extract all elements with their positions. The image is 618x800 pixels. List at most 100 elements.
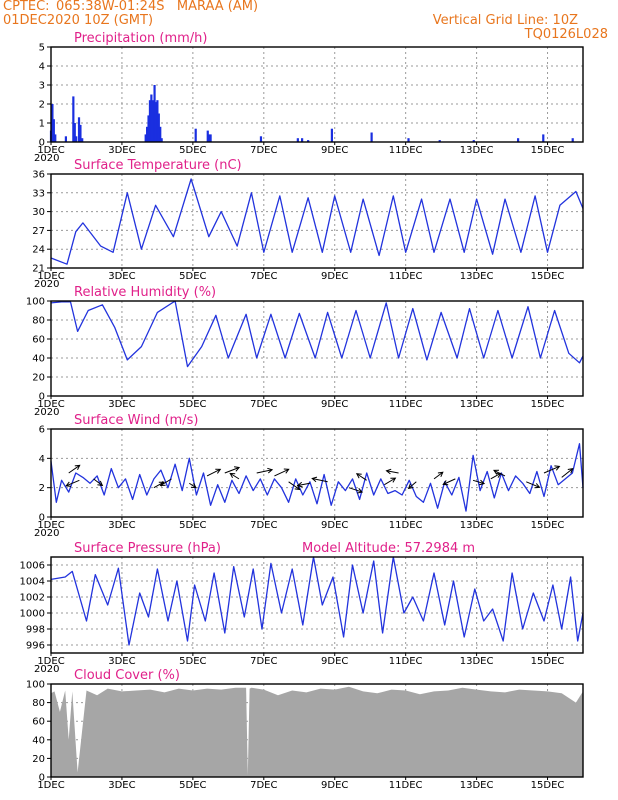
wind-arrow-head	[355, 473, 362, 479]
x-tick-label: 3DEC	[108, 520, 135, 531]
wind-arrow-head	[442, 480, 449, 486]
y-tick-label: 100	[26, 680, 45, 691]
wind-arrow-head	[97, 480, 104, 487]
wind-arrow-shaft	[229, 472, 240, 480]
x-tick-label: 9DEC	[321, 780, 348, 791]
wind-arrow-head	[296, 481, 303, 488]
precip-bar	[208, 134, 211, 142]
x-tick-label: 13DEC	[460, 271, 494, 282]
panel-wind: 0 2 4 6 1DEC 3DEC 5DEC 7DEC 9DEC 11DEC 13DEC 15DEC 2…	[34, 413, 584, 539]
humidity-series-line	[50, 300, 584, 368]
y-tick-label: 5	[39, 43, 45, 54]
wind-arrow-shaft	[408, 481, 417, 489]
precip-bar	[153, 85, 156, 142]
x-tick-label: 5DEC	[179, 520, 206, 531]
wind-arrow-head	[479, 479, 486, 486]
wind-arrow-shaft	[189, 482, 197, 489]
y-tick-label: 40	[32, 735, 45, 746]
x-tick-label: 15DEC	[531, 656, 565, 667]
y-tick-label: 20	[32, 754, 45, 765]
wind-arrow-shaft	[356, 473, 367, 481]
wind-arrow-head	[294, 484, 301, 491]
x-tick-label: 7DEC	[250, 271, 277, 282]
y-tick-label: 4	[39, 454, 45, 465]
precip-bar	[146, 126, 149, 142]
wind-arrow-shaft	[206, 468, 221, 477]
wind-arrow-head	[493, 469, 500, 475]
year-fragment: 2020	[34, 153, 59, 164]
precip-bar	[516, 138, 520, 142]
x-tick-label: 5DEC	[179, 145, 206, 156]
panel-title: Surface Wind (m/s)	[74, 413, 198, 428]
panel-cloud: 0 20 40 60 80 100 1DEC 3DEC 5DEC 7DEC 9DEC 11DEC 13D…	[26, 668, 584, 791]
y-tick-label: 998	[26, 625, 45, 636]
y-tick-label: 0	[39, 138, 45, 149]
y-tick-label: 30	[32, 207, 45, 218]
precip-bar	[147, 115, 150, 142]
precip-bar	[75, 136, 78, 142]
wind-arrow-shaft	[526, 481, 540, 488]
y-tick-label: 6	[39, 425, 45, 436]
x-tick-label: 7DEC	[250, 145, 277, 156]
panel-frame	[50, 428, 584, 518]
year-fragment: 2020	[34, 279, 59, 290]
y-tick-label: 20	[32, 373, 45, 384]
precip-bar	[160, 138, 163, 142]
x-tick-label: 3DEC	[108, 271, 135, 282]
precip-bar	[157, 113, 160, 142]
y-tick-label: 0	[39, 773, 45, 784]
x-tick-label: 11DEC	[389, 520, 423, 531]
x-tick-label: 1DEC	[37, 271, 64, 282]
wind-arrow-shaft	[561, 468, 574, 478]
pressure-series-line	[50, 556, 584, 646]
precip-bar	[571, 138, 574, 142]
wind-arrow-head	[74, 464, 81, 471]
panel-frame	[50, 556, 584, 654]
precip-bar	[150, 94, 153, 142]
precip-bar	[81, 138, 84, 142]
wind-arrow-head	[159, 480, 166, 487]
wind-arrow-shaft	[472, 479, 485, 485]
year-fragment: 2020	[34, 528, 59, 539]
precip-bar	[79, 124, 82, 142]
wind-arrow-head	[229, 472, 236, 478]
precip-bar	[307, 140, 310, 142]
header-model-id: TQ0126L028	[524, 27, 608, 42]
header-grid-note: Vertical Grid Line: 10Z	[432, 13, 578, 28]
precip-bar	[472, 140, 475, 142]
year-fragment: 2020	[34, 664, 59, 675]
y-tick-label: 1006	[20, 561, 45, 572]
precip-bar	[407, 138, 410, 142]
panel-title: Surface Temperature (nC)	[74, 158, 242, 173]
precip-bar	[259, 136, 263, 142]
wind-arrow-shaft	[312, 478, 328, 483]
panel-pressure: 996 998 1000 1002 1004 1006 1DEC 3DEC 5DEC 7DEC 9D…	[20, 541, 584, 675]
precip-bar	[77, 117, 81, 142]
x-tick-label: 15DEC	[531, 271, 565, 282]
x-tick-label: 7DEC	[250, 780, 277, 791]
x-tick-label: 3DEC	[108, 656, 135, 667]
precip-bar	[330, 128, 333, 142]
x-tick-label: 3DEC	[108, 399, 135, 410]
precip-bar	[301, 138, 304, 142]
x-tick-label: 5DEC	[179, 271, 206, 282]
y-tick-label: 80	[32, 316, 45, 327]
y-tick-label: 1002	[20, 593, 45, 604]
x-tick-label: 13DEC	[460, 145, 494, 156]
panel-frame	[50, 683, 584, 778]
wind-arrow-head	[567, 467, 574, 474]
x-tick-label: 1DEC	[37, 145, 64, 156]
y-tick-label: 2	[39, 100, 45, 111]
wind-arrow-head	[267, 467, 274, 474]
wind-arrow-shaft	[348, 487, 363, 493]
x-tick-label: 15DEC	[531, 520, 565, 531]
wind-arrow-shaft	[93, 478, 103, 486]
wind-arrow-head	[385, 468, 392, 475]
x-tick-label: 15DEC	[531, 145, 565, 156]
year-fragment: 2020	[34, 407, 59, 418]
x-tick-label: 9DEC	[321, 271, 348, 282]
y-tick-label: 0	[39, 392, 45, 403]
precip-bar	[206, 130, 209, 142]
x-tick-label: 5DEC	[179, 780, 206, 791]
wind-arrow-head	[357, 488, 364, 494]
